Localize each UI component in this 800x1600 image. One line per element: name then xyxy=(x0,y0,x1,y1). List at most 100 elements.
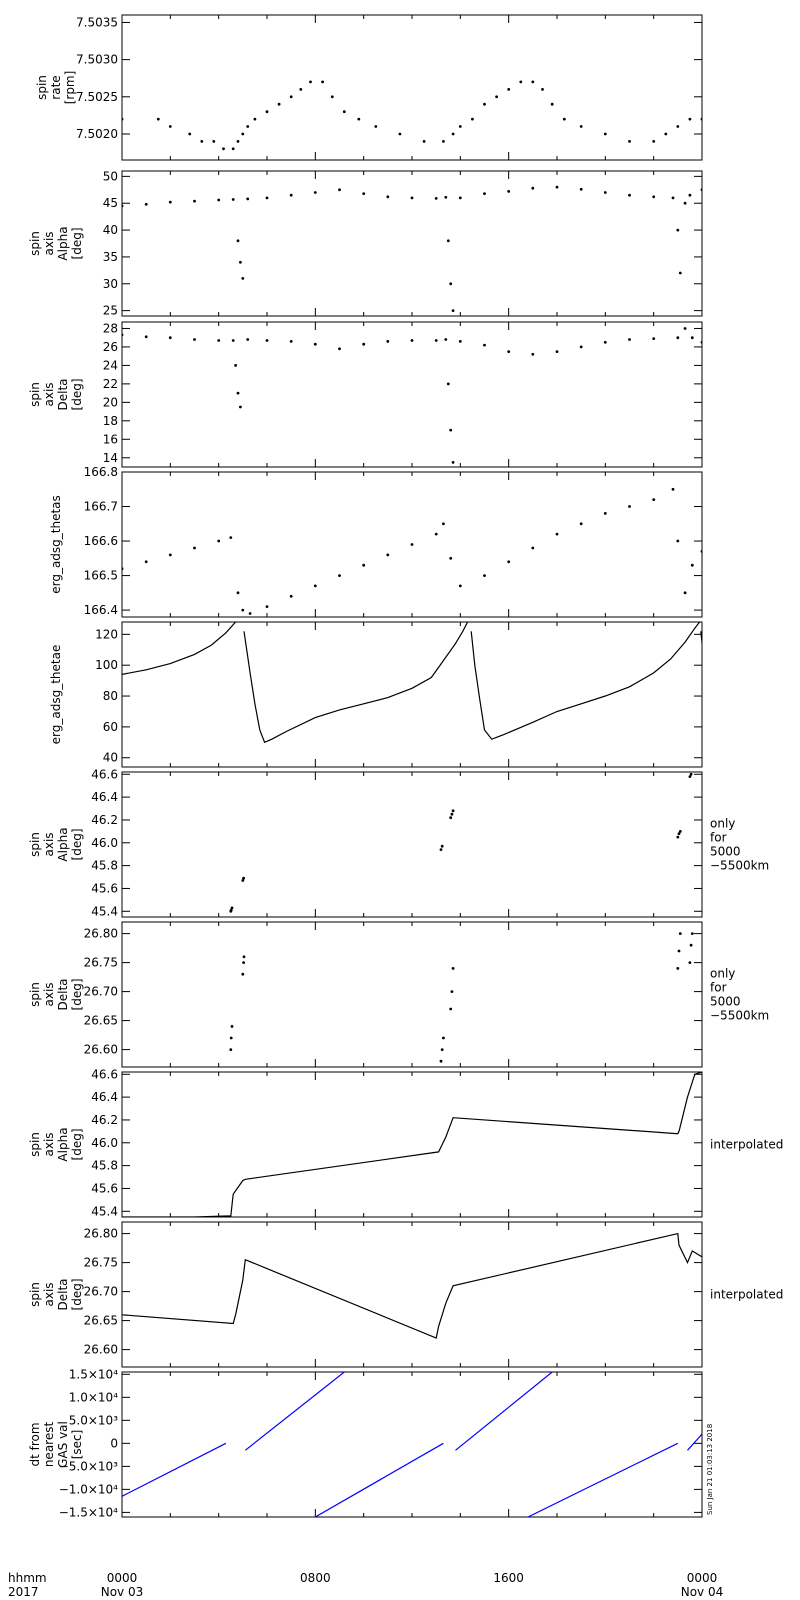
data-point xyxy=(676,539,680,543)
data-point xyxy=(246,125,250,128)
y-tick-label: 50 xyxy=(103,169,118,183)
data-point xyxy=(458,584,462,588)
data-point xyxy=(168,125,172,128)
data-point xyxy=(236,140,240,143)
x-axis-label-line1: hhmm xyxy=(8,1571,47,1585)
y-tick-label: 26.60 xyxy=(84,1343,118,1357)
y-axis-label-line: spin xyxy=(28,231,42,256)
y-tick-label: 20 xyxy=(103,395,118,409)
y-axis-label-line: [deg] xyxy=(70,979,84,1011)
y-tick-label: 166.4 xyxy=(84,603,118,617)
y-axis-label: spinaxisDelta[deg] xyxy=(28,378,84,410)
data-point xyxy=(239,260,242,264)
data-point xyxy=(451,967,455,970)
data-point xyxy=(122,333,124,337)
data-point xyxy=(652,337,656,340)
y-tick-label: 45.6 xyxy=(91,1181,118,1195)
data-point xyxy=(265,196,269,200)
data-point xyxy=(217,198,221,202)
data-point xyxy=(519,80,523,84)
data-point xyxy=(628,140,631,143)
panel-frame xyxy=(121,1071,703,1218)
data-point xyxy=(330,95,334,99)
x-tick-date-label: Nov 03 xyxy=(101,1585,144,1599)
panel-annotation: only xyxy=(710,817,735,831)
y-tick-label: 45.6 xyxy=(91,881,118,895)
data-point xyxy=(652,498,656,501)
y-tick-label: 46.2 xyxy=(91,813,118,827)
y-tick-label: −5.0×10³ xyxy=(59,1459,118,1473)
data-point xyxy=(676,967,680,970)
y-axis-label-line: erg_adsg_thetae xyxy=(49,645,63,745)
data-point xyxy=(446,239,450,243)
data-point xyxy=(434,532,438,536)
data-point xyxy=(386,340,390,343)
data-point xyxy=(289,193,293,197)
data-point xyxy=(217,339,221,342)
data-point xyxy=(483,192,486,196)
panel-p1: 7.5020 7.5025 7.5030 7.5035 spinrate[rpm] xyxy=(35,14,703,161)
y-axis-label-line: [rpm] xyxy=(63,71,77,105)
data-point xyxy=(200,140,204,143)
y-axis-label-line: [deg] xyxy=(70,379,84,411)
timestamp-watermark: Sun Jan 21 01:03:13 2018 xyxy=(706,1424,714,1515)
data-point xyxy=(241,879,245,882)
y-tick-label: 26.80 xyxy=(84,927,118,941)
y-axis-label-line: erg_adsg_thetas xyxy=(49,495,63,594)
y-axis-label-line: nearest xyxy=(42,1422,56,1468)
x-tick-label: 0000 xyxy=(107,1571,138,1585)
panel-frame xyxy=(121,1221,703,1368)
data-point xyxy=(579,187,583,191)
data-point xyxy=(122,567,124,571)
data-point xyxy=(652,195,656,199)
y-tick-label: 1.5×10⁴ xyxy=(69,1367,118,1381)
data-point xyxy=(531,80,535,84)
data-point xyxy=(700,340,702,344)
data-point xyxy=(234,364,238,367)
data-point xyxy=(444,195,448,199)
data-point xyxy=(677,949,681,953)
y-tick-label: 45.4 xyxy=(91,1204,118,1218)
data-point xyxy=(555,532,559,536)
series-data xyxy=(229,932,694,1063)
panel-p2: 25 30 35 40 45 50 spinaxisAlpha[deg] xyxy=(28,169,703,318)
series-data xyxy=(122,185,702,312)
y-tick-label: 35 xyxy=(103,250,118,264)
data-point xyxy=(550,102,554,106)
y-axis-label-line: axis xyxy=(42,982,56,1006)
data-point xyxy=(555,185,559,189)
data-point xyxy=(122,204,124,208)
y-tick-label: 45.8 xyxy=(91,1159,118,1173)
series-line xyxy=(470,622,701,740)
y-axis-label: spinaxisDelta[deg] xyxy=(28,978,84,1010)
y-tick-label: 40 xyxy=(103,223,118,237)
data-point xyxy=(689,772,693,776)
data-point xyxy=(144,560,148,564)
data-point xyxy=(398,132,402,136)
data-point xyxy=(338,188,341,192)
y-axis-label-line: dt from xyxy=(28,1422,42,1466)
data-point xyxy=(374,125,378,128)
y-axis-label-line: spin xyxy=(28,382,42,407)
y-tick-label: 166.7 xyxy=(84,500,118,514)
data-point xyxy=(434,197,438,200)
data-point xyxy=(168,200,172,204)
data-point xyxy=(313,342,317,346)
y-tick-label: 80 xyxy=(103,689,118,703)
data-point xyxy=(236,591,240,595)
panel-annotation: interpolated xyxy=(710,1138,783,1152)
data-point xyxy=(265,605,269,608)
data-point xyxy=(690,932,694,935)
y-tick-label: 46.2 xyxy=(91,1113,118,1127)
panel-annotation: 5000 xyxy=(710,995,741,1009)
data-point xyxy=(193,546,196,550)
y-tick-label: 7.5030 xyxy=(76,53,118,67)
data-point xyxy=(241,972,245,976)
y-tick-label: 45 xyxy=(103,196,118,210)
panel-annotation: only xyxy=(710,967,735,981)
data-point xyxy=(458,125,462,128)
y-tick-label: 26.65 xyxy=(84,1014,118,1028)
series-data xyxy=(122,622,702,744)
data-point xyxy=(239,405,242,409)
y-tick-label: 46.0 xyxy=(91,1136,118,1150)
